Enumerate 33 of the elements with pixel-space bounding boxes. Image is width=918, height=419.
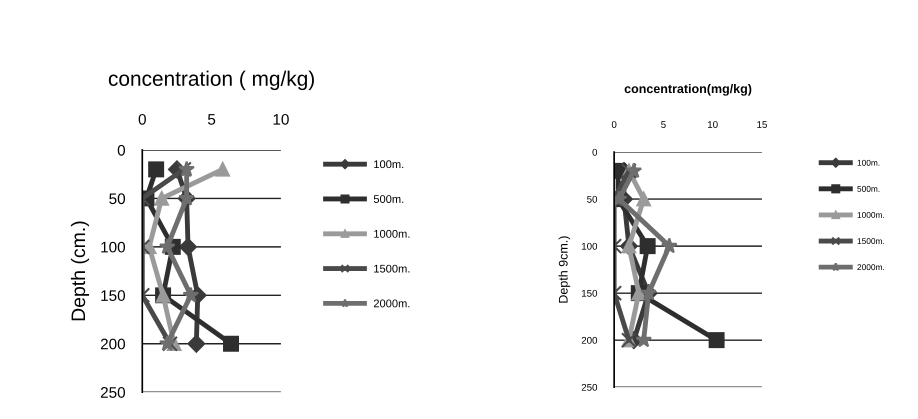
y-tick-label: 200 bbox=[100, 338, 126, 350]
legend-label: 1000m. bbox=[858, 212, 884, 218]
y-axis-title: Depth 9cm.) bbox=[558, 236, 570, 303]
x-tick-label: 5 bbox=[208, 114, 216, 125]
legend-label: 1500m. bbox=[858, 238, 884, 244]
y-tick-label: 50 bbox=[109, 193, 126, 204]
legend-label: 2000m. bbox=[374, 300, 410, 308]
y-tick-label: 50 bbox=[587, 196, 598, 203]
legend-label: 100m. bbox=[374, 160, 404, 168]
x-tick-label: 10 bbox=[708, 121, 718, 128]
y-tick-label: 150 bbox=[101, 290, 126, 301]
legend-label: 100m. bbox=[858, 160, 880, 166]
y-tick-label: 150 bbox=[582, 290, 598, 297]
y-axis-title: Depth (cm.) bbox=[70, 222, 90, 320]
legend-label: 500m. bbox=[374, 195, 404, 203]
y-tick-label: 0 bbox=[118, 144, 126, 156]
legend-label: 2000m. bbox=[857, 264, 884, 270]
x-tick-label: 0 bbox=[138, 114, 146, 125]
legend-label: 500m. bbox=[857, 186, 880, 192]
x-tick-label: 15 bbox=[757, 121, 767, 128]
x-tick-label: 5 bbox=[661, 121, 666, 128]
y-tick-label: 100 bbox=[101, 242, 126, 253]
x-axis-title: concentration(mg/kg) bbox=[624, 84, 752, 96]
x-tick-label: 10 bbox=[274, 114, 289, 125]
y-tick-label: 200 bbox=[582, 336, 598, 344]
y-tick-label: 250 bbox=[100, 387, 126, 398]
y-tick-label: 0 bbox=[592, 148, 598, 156]
x-axis-title: concentration ( mg/kg) bbox=[108, 70, 314, 90]
legend-label: 1500m. bbox=[374, 264, 410, 273]
y-tick-label: 100 bbox=[582, 242, 598, 250]
y-tick-label: 250 bbox=[582, 384, 598, 391]
x-tick-label: 0 bbox=[612, 121, 616, 128]
legend-label: 1000m. bbox=[374, 230, 410, 238]
